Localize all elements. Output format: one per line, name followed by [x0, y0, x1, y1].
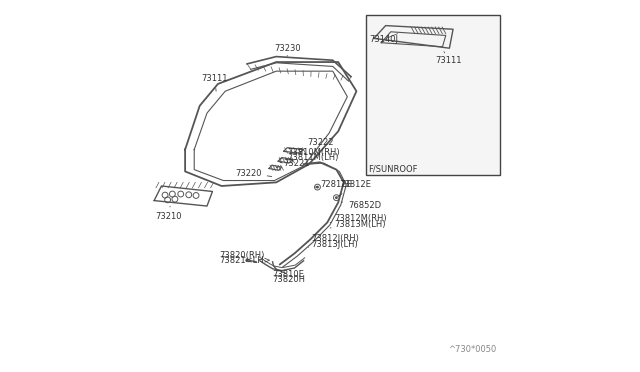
Text: 73813J(LH): 73813J(LH) — [308, 240, 358, 249]
Text: 73820H: 73820H — [273, 271, 306, 284]
Text: 76852D: 76852D — [342, 201, 381, 210]
Text: 73222: 73222 — [299, 138, 333, 150]
Text: 73210: 73210 — [156, 206, 182, 221]
Text: 73813M(LH): 73813M(LH) — [330, 220, 385, 229]
Text: 73221: 73221 — [276, 159, 310, 168]
FancyBboxPatch shape — [365, 15, 500, 175]
Text: 73220: 73220 — [235, 169, 272, 178]
Text: 73821<LH>: 73821<LH> — [220, 256, 271, 265]
Text: 73111: 73111 — [435, 51, 461, 65]
Text: 73810E: 73810E — [273, 270, 305, 279]
Text: 73812M(RH): 73812M(RH) — [330, 214, 387, 223]
Text: 73811M(LH): 73811M(LH) — [280, 153, 339, 163]
Text: 73812E: 73812E — [338, 180, 371, 196]
Text: 73820(RH): 73820(RH) — [220, 251, 265, 260]
Text: 73111: 73111 — [202, 74, 228, 91]
Text: 73140J: 73140J — [369, 33, 398, 44]
Text: 73812J(RH): 73812J(RH) — [308, 234, 359, 243]
Circle shape — [335, 197, 337, 198]
Circle shape — [317, 186, 318, 188]
Text: F/SUNROOF: F/SUNROOF — [369, 164, 418, 173]
Text: 72812E: 72812E — [315, 180, 352, 189]
Text: ^730*0050: ^730*0050 — [449, 346, 497, 355]
Text: 73810M(RH): 73810M(RH) — [280, 148, 340, 159]
Text: 73230: 73230 — [275, 44, 301, 56]
